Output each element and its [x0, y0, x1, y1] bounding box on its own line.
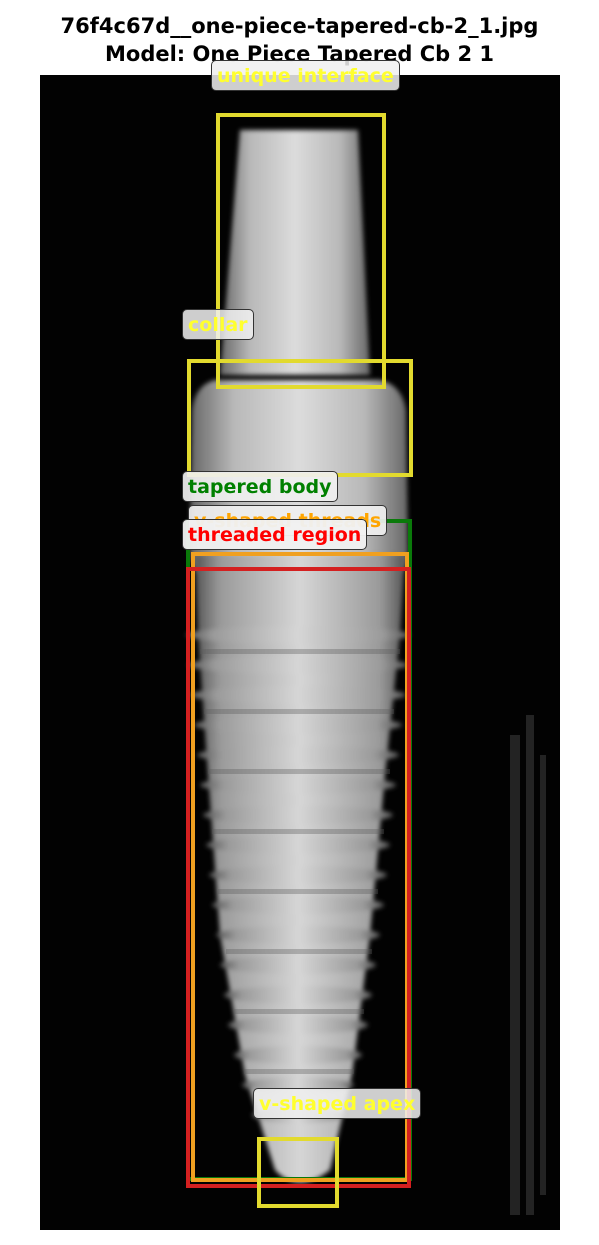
model-subtitle: Model: One Piece Tapered Cb 2 1 — [105, 42, 494, 66]
xray-image — [40, 75, 560, 1230]
image-filename-title: 76f4c67d__one-piece-tapered-cb-2_1.jpg — [60, 14, 539, 38]
ruler-artifact — [510, 715, 546, 1215]
